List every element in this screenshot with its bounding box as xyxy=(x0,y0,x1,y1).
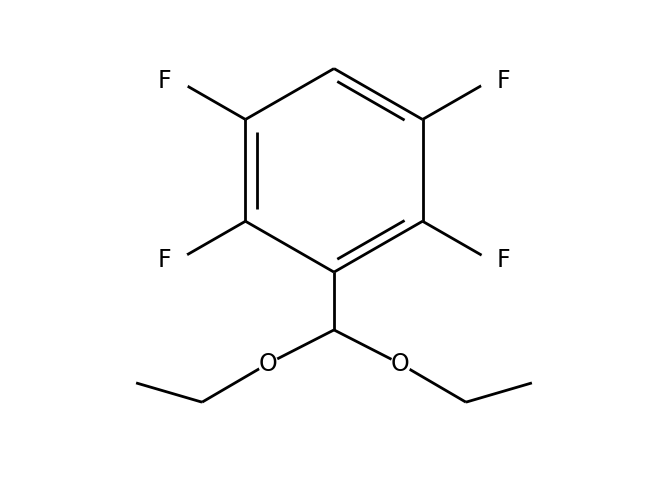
Text: F: F xyxy=(158,69,172,93)
Text: F: F xyxy=(158,248,172,272)
Text: O: O xyxy=(259,352,277,376)
Text: O: O xyxy=(391,352,409,376)
Text: F: F xyxy=(496,69,510,93)
Text: F: F xyxy=(496,248,510,272)
